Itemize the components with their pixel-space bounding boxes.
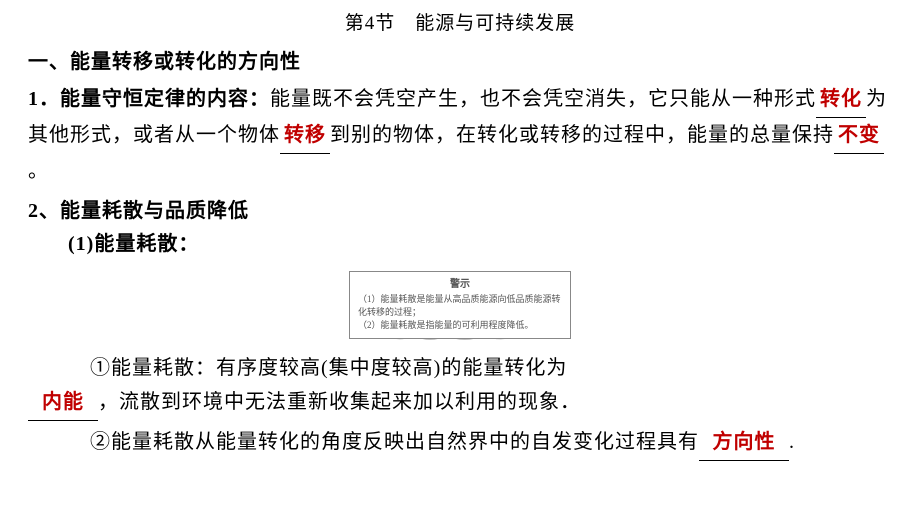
item-1-text-4: 。 (28, 160, 49, 182)
item-1-paragraph: 1．能量守恒定律的内容：能量既不会凭空产生，也不会凭空消失，它只能从一种形式转化… (28, 82, 892, 188)
chapter-title: 第4节 能源与可持续发展 (28, 8, 892, 35)
item-1-text-1: 能量既不会凭空产生，也不会凭空消失，它只能从一种形式 (270, 88, 816, 110)
callout-content: 警示 （1）能量耗散是能量从高品质能源向低品质能源转化转移的过程； （2）能量耗… (349, 271, 571, 339)
blank-3: 不变 (834, 118, 884, 154)
point-2-text-a: ②能量耗散从能量转化的角度反映出自然界中的自发变化过程具有 (90, 431, 699, 453)
sub-1-label: (1)能量耗散： (28, 227, 892, 261)
blank-1: 转化 (816, 82, 866, 118)
section-1-heading: 一、能量转移或转化的方向性 (28, 45, 892, 74)
callout-title: 警示 (358, 278, 562, 291)
point-2-paragraph: ②能量耗散从能量转化的角度反映出自然界中的自发变化过程具有方向性. (28, 425, 892, 461)
point-2-text-b: . (789, 431, 795, 453)
blank-5: 方向性 (699, 425, 789, 461)
callout-line-2: （2）能量耗散是指能量的可利用程度降低。 (358, 319, 562, 332)
item-1-label: 1．能量守恒定律的内容： (28, 88, 270, 110)
callout-line-1: （1）能量耗散是能量从高品质能源向低品质能源转化转移的过程； (358, 293, 562, 319)
item-1-text-3: 到别的物体，在转化或转移的过程中，能量的总量保持 (330, 124, 834, 146)
point-1-text-b: ，流散到环境中无法重新收集起来加以利用的现象． (98, 391, 581, 413)
point-1-text-a: ①能量耗散：有序度较高(集中度较高)的能量转化为 (90, 357, 567, 379)
blank-4: 内能 (28, 385, 98, 421)
item-2-heading: 2、能量耗散与品质降低 (28, 194, 892, 223)
callout-box: 警示 （1）能量耗散是能量从高品质能源向低品质能源转化转移的过程； （2）能量耗… (345, 267, 575, 343)
point-1-paragraph: ①能量耗散：有序度较高(集中度较高)的能量转化为 内能，流散到环境中无法重新收集… (28, 351, 892, 421)
blank-2: 转移 (280, 118, 330, 154)
